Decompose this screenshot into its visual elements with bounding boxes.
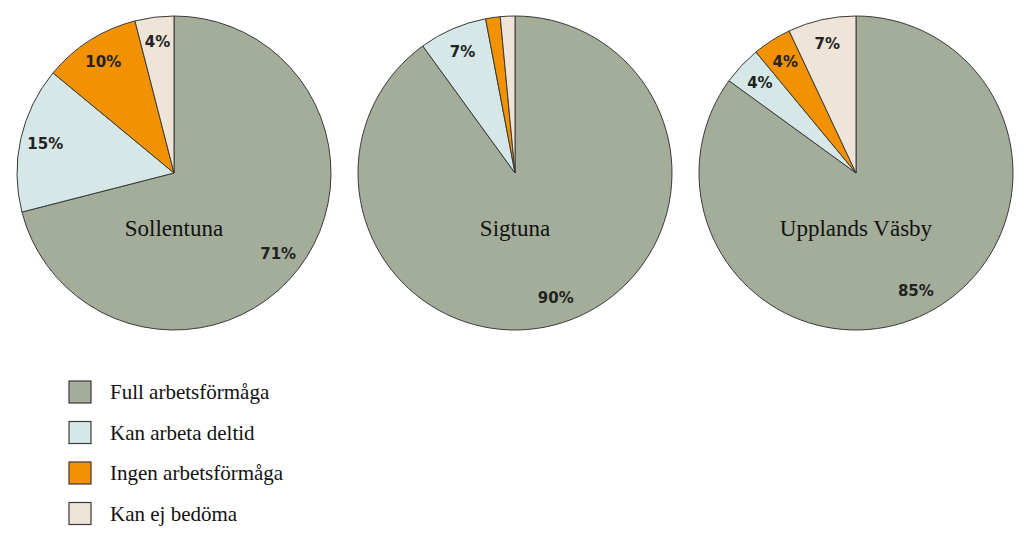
pie-labels: 90% 7% [450, 43, 574, 307]
data-label: 7% [814, 35, 839, 53]
pie-slices [699, 16, 1013, 330]
data-label: 10% [85, 53, 121, 71]
pie-slice [789, 16, 856, 173]
data-label: 85% [898, 282, 934, 300]
pie-chart: 85% 4%4% 7% Upplands Väsby [699, 16, 1013, 330]
legend-label: Full arbetsförmåga [110, 380, 270, 404]
data-label: 71% [260, 245, 296, 263]
pie-title: Sollentuna [125, 216, 223, 241]
legend-swatch [69, 422, 91, 444]
legend-swatch [69, 503, 91, 525]
legend-label: Kan ej bedöma [110, 502, 238, 526]
pie-labels: 71% 15% 10% 4% [27, 33, 296, 263]
pie-slice [699, 16, 1013, 330]
pie-title: Sigtuna [480, 216, 550, 241]
data-label: 15% [27, 135, 63, 153]
data-label: 4% [145, 33, 170, 51]
legend: Full arbetsförmåga Kan arbeta deltid Ingen… [69, 380, 284, 526]
pie-slice [358, 16, 672, 330]
pie-title: Upplands Väsby [780, 216, 933, 241]
data-label: 7% [450, 43, 475, 61]
legend-swatch [69, 462, 91, 484]
pie-chart: 90% 7% Sigtuna [358, 16, 672, 330]
pie-slice [500, 16, 515, 173]
legend-swatch [69, 381, 91, 403]
legend-label: Kan arbeta deltid [110, 421, 255, 445]
pie-slice [486, 17, 515, 173]
data-label: 90% [538, 289, 574, 307]
pie-slices [358, 16, 672, 330]
pie-slices [17, 16, 331, 330]
data-label: 4% [747, 74, 772, 92]
chart-canvas: 71% 15% 10% 4% Sollentuna Full arbetsförmåga K… [0, 0, 1024, 535]
pie-slice [135, 16, 174, 173]
legend-label: Ingen arbetsförmåga [110, 461, 284, 485]
pie-chart: 71% 15% 10% 4% Sollentuna [17, 16, 331, 330]
pie-labels: 85% 4%4% 7% [747, 35, 934, 299]
data-label: 4% [773, 53, 798, 71]
